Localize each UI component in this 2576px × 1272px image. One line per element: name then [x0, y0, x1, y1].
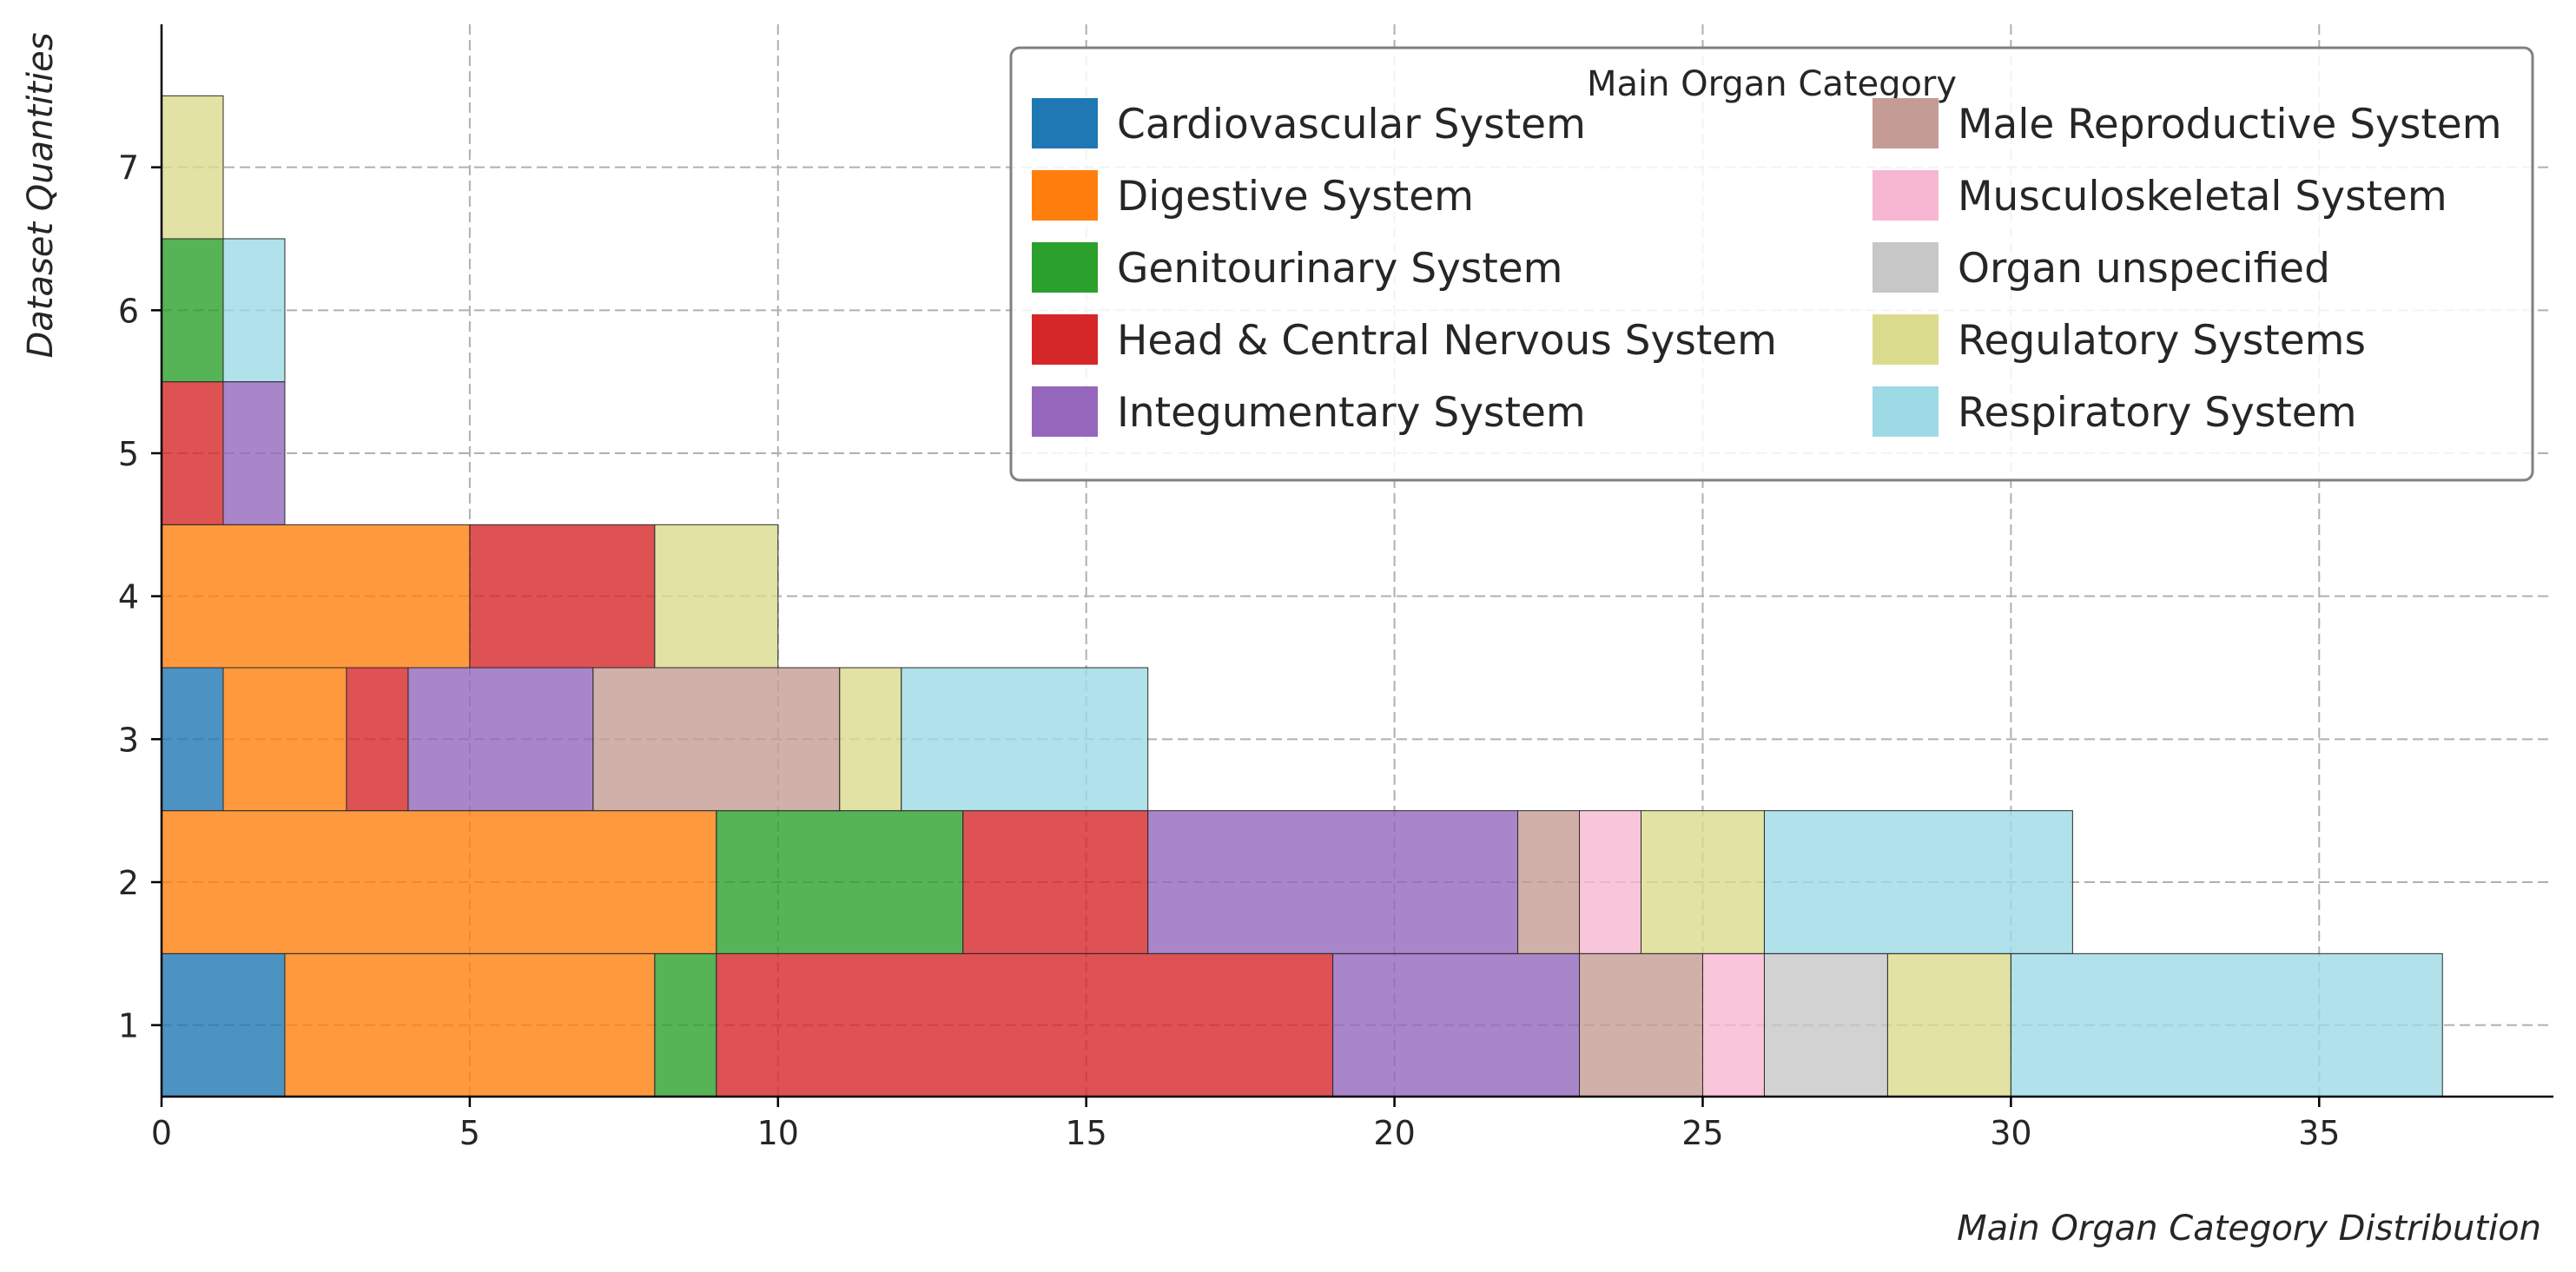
- x-tick-label: 35: [2298, 1114, 2340, 1152]
- y-tick-label: 2: [118, 864, 139, 902]
- y-tick-label: 7: [118, 149, 139, 188]
- x-tick-label: 5: [459, 1114, 480, 1152]
- legend: Main Organ Category Cardiovascular Syste…: [1009, 46, 2534, 482]
- legend-entry: Male Reproductive System: [1958, 101, 2502, 148]
- bar-segment: [716, 952, 1334, 1097]
- bar-segment: [1641, 810, 1765, 954]
- y-tick-label: 5: [118, 435, 139, 473]
- legend-frame: [1009, 46, 2534, 482]
- legend-swatch: [1873, 314, 1939, 365]
- bar-segment: [161, 95, 224, 240]
- bar-segment: [2010, 952, 2443, 1097]
- bar-segment: [161, 952, 286, 1097]
- legend-entry: Organ unspecified: [1958, 245, 2330, 293]
- bar-segment: [962, 810, 1149, 954]
- y-tick-label: 1: [118, 1007, 139, 1045]
- x-tick-label: 30: [1990, 1114, 2031, 1152]
- bar-segment: [1701, 952, 1765, 1097]
- bar-segment: [1763, 810, 2073, 954]
- x-tick-label: 25: [1681, 1114, 1723, 1152]
- x-tick-label: 20: [1373, 1114, 1415, 1152]
- bar-segment: [1763, 952, 1888, 1097]
- legend-entry: Digestive System: [1117, 173, 1474, 221]
- bar-segment: [1332, 952, 1581, 1097]
- legend-swatch: [1873, 386, 1939, 437]
- legend-swatch: [1032, 242, 1098, 293]
- x-axis-label: Main Organ Category Distribution: [1957, 1209, 2541, 1249]
- bar-segment: [1579, 952, 1703, 1097]
- bar-segment: [901, 667, 1149, 812]
- bar-segment: [222, 238, 286, 383]
- legend-entry: Head & Central Nervous System: [1117, 317, 1777, 365]
- legend-swatch: [1873, 170, 1939, 221]
- axes: [160, 24, 2553, 1098]
- x-tick-label: 10: [757, 1114, 799, 1152]
- bar-segment: [469, 524, 656, 669]
- y-tick-label: 4: [118, 578, 139, 616]
- legend-entry: Regulatory Systems: [1958, 317, 2366, 365]
- bars: [161, 95, 2443, 1097]
- legend-entry: Musculoskeletal System: [1958, 173, 2447, 221]
- x-tick-label: 15: [1066, 1114, 1107, 1152]
- bar-segment: [654, 952, 717, 1097]
- legend-swatch: [1873, 98, 1939, 148]
- y-tick-label: 3: [118, 721, 139, 759]
- legend-title: Main Organ Category: [1587, 64, 1957, 104]
- legend-swatch: [1032, 314, 1098, 365]
- bar-segment: [161, 381, 224, 525]
- bar-segment: [1886, 952, 2011, 1097]
- bar-segment: [284, 952, 656, 1097]
- bar-segment: [716, 810, 964, 954]
- legend-entry: Genitourinary System: [1117, 245, 1562, 293]
- bar-segment: [222, 381, 286, 525]
- bar-segment: [161, 238, 224, 383]
- legend-entry: Integumentary System: [1117, 389, 1586, 437]
- bar-segment: [161, 667, 224, 812]
- y-tick-label: 6: [118, 292, 139, 330]
- bar-segment: [222, 667, 347, 812]
- legend-swatch: [1032, 386, 1098, 437]
- y-axis-label: Dataset Quantities: [21, 32, 61, 358]
- bar-segment: [839, 667, 902, 812]
- bar-segment: [1147, 810, 1519, 954]
- legend-entry: Cardiovascular System: [1117, 101, 1586, 148]
- x-tick-label: 0: [151, 1114, 172, 1152]
- legend-entry: Respiratory System: [1958, 389, 2357, 437]
- legend-swatch: [1032, 98, 1098, 148]
- tick-labels: 0 5 10 15 20 25 30 35 1 2 3 4 5 6 7: [118, 149, 2341, 1152]
- bar-segment: [654, 524, 779, 669]
- legend-swatch: [1873, 242, 1939, 293]
- bar-segment: [1579, 810, 1642, 954]
- bar-segment: [161, 524, 471, 669]
- bar-segment: [161, 810, 717, 954]
- bar-segment: [346, 667, 409, 812]
- bar-segment: [1517, 810, 1581, 954]
- bar-segment: [407, 667, 594, 812]
- bar-segment: [592, 667, 841, 812]
- legend-swatch: [1032, 170, 1098, 221]
